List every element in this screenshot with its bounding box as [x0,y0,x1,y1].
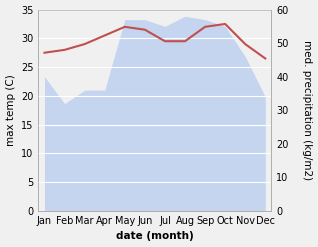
Y-axis label: med. precipitation (kg/m2): med. precipitation (kg/m2) [302,40,313,180]
Y-axis label: max temp (C): max temp (C) [5,74,16,146]
X-axis label: date (month): date (month) [116,231,194,242]
